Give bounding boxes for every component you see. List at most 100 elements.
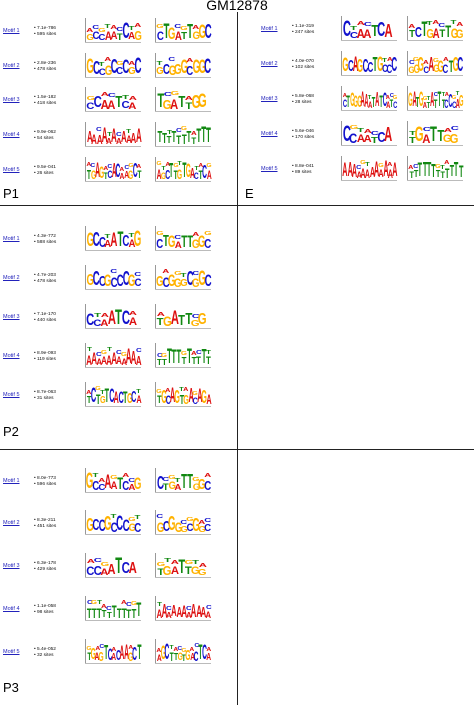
- motif-sites: • 478 sites: [34, 67, 57, 72]
- logo-letter: C: [122, 516, 130, 535]
- motif-link[interactable]: Motif 1: [3, 478, 20, 484]
- logo-y-axis: [341, 86, 342, 110]
- logo-letter: A: [119, 643, 125, 664]
- logo-position: A: [114, 389, 119, 406]
- motif-link[interactable]: Motif 1: [3, 28, 20, 34]
- logo-letter: T: [445, 165, 450, 181]
- logo-letter: A: [444, 92, 449, 98]
- motif-link[interactable]: Motif 2: [261, 61, 278, 67]
- logo-y-axis: [155, 122, 156, 146]
- motif-stats: • 2.8e-236 • 478 sites: [34, 61, 56, 73]
- motif-link[interactable]: Motif 3: [261, 96, 278, 102]
- logo-x-axis: [407, 180, 463, 181]
- logo-letter: T: [129, 233, 135, 239]
- motif-link[interactable]: Motif 4: [3, 353, 20, 359]
- logo-position: T: [105, 387, 110, 406]
- logo-letter: A: [134, 23, 142, 29]
- motif-link[interactable]: Motif 3: [3, 314, 20, 320]
- logo-letter: G: [127, 168, 134, 182]
- logo-letter: T: [99, 62, 105, 68]
- logo-letter: A: [387, 167, 393, 181]
- logo-letter: C: [202, 162, 208, 182]
- logo-letter: G: [192, 477, 200, 483]
- logo-letter: G: [156, 389, 163, 395]
- motif-link[interactable]: Motif 4: [3, 606, 20, 612]
- logo-letter: A: [384, 21, 393, 41]
- logo-letter: G: [198, 22, 206, 43]
- logo-letter: T: [179, 387, 184, 393]
- logo-letter: G: [198, 568, 207, 577]
- motif-link[interactable]: Motif 5: [3, 649, 20, 655]
- logo-y-axis: [407, 16, 408, 40]
- logo-letter: A: [183, 387, 189, 393]
- motif-link[interactable]: Motif 2: [3, 63, 20, 69]
- logo-letter: C: [349, 31, 358, 40]
- logo-letter: T: [440, 170, 445, 180]
- logo-letter: C: [98, 273, 106, 290]
- logo-letter: A: [116, 355, 122, 367]
- logo-letter: G: [413, 57, 420, 63]
- logo-x-axis: [407, 110, 463, 111]
- motif-link[interactable]: Motif 1: [3, 236, 20, 242]
- logo-letter: C: [91, 384, 97, 407]
- logo-letter: G: [156, 519, 164, 535]
- logo-letter: C: [98, 483, 106, 492]
- logo-letter: G: [134, 226, 142, 251]
- logo-letter: C: [107, 164, 113, 170]
- logo-letter: A: [192, 232, 200, 238]
- motif-sites: • 588 sites: [34, 240, 57, 245]
- logo-letter: A: [444, 160, 450, 166]
- logo-letter: C: [98, 234, 106, 251]
- logo-position: C: [382, 91, 386, 110]
- motif-link[interactable]: Motif 2: [3, 275, 20, 281]
- logo-letter: T: [198, 168, 203, 182]
- logo-letter: A: [375, 89, 380, 111]
- motif-link[interactable]: Motif 3: [3, 563, 20, 569]
- logo-position: G: [99, 164, 104, 181]
- logo-letter: G: [418, 54, 425, 76]
- motif-link[interactable]: Motif 3: [3, 97, 20, 103]
- logo-letter: C: [109, 386, 115, 407]
- motif-link[interactable]: Motif 2: [3, 520, 20, 526]
- motif-link[interactable]: Motif 5: [3, 167, 20, 173]
- logo-letter: T: [451, 20, 457, 26]
- logo-letter: A: [364, 91, 369, 111]
- motif-link[interactable]: Motif 5: [3, 392, 20, 398]
- motif-link[interactable]: Motif 1: [261, 26, 278, 32]
- logo-letter: C: [132, 644, 138, 664]
- logo-position: G: [156, 274, 164, 289]
- logo-letter: T: [191, 356, 197, 367]
- logo-letter: G: [116, 61, 124, 67]
- logo-letter: A: [188, 385, 194, 407]
- logo-letter: A: [363, 27, 372, 41]
- motif-link[interactable]: Motif 4: [3, 132, 20, 138]
- motif-link[interactable]: Motif 5: [261, 166, 278, 172]
- logo-letter: A: [369, 164, 375, 181]
- logo-letter: C: [110, 519, 118, 535]
- logo-letter: C: [121, 100, 130, 111]
- logo-x-axis: [85, 577, 141, 578]
- logo-letter: C: [135, 348, 142, 354]
- logo-y-axis: [85, 510, 86, 534]
- logo-letter: A: [432, 25, 440, 41]
- logo-letter: G: [156, 562, 165, 568]
- motif-link[interactable]: Motif 4: [261, 131, 278, 137]
- logo-letter: T: [458, 162, 463, 181]
- logo-position: T: [163, 234, 169, 250]
- logo-position: T: [427, 160, 432, 180]
- logo-position: T: [162, 131, 167, 146]
- logo-x-axis: [155, 181, 211, 182]
